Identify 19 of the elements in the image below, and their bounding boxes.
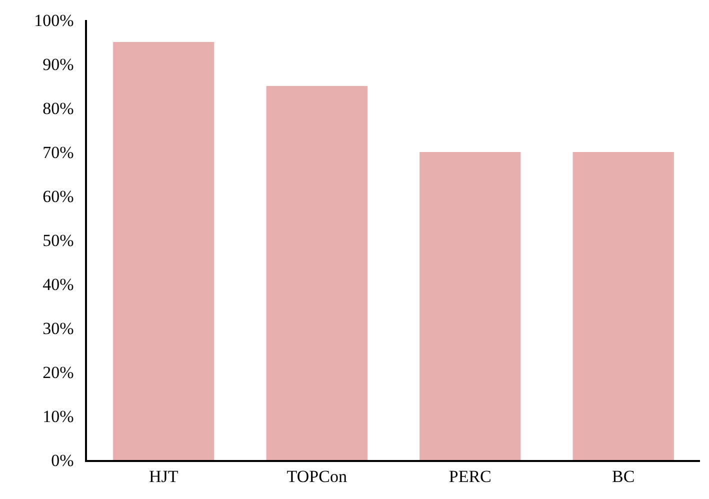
- x-tick-label: PERC: [448, 467, 492, 486]
- y-tick-label: 20%: [42, 362, 74, 382]
- x-tick-label: TOPCon: [286, 467, 348, 486]
- bar: [113, 42, 214, 460]
- y-tick-label: 80%: [42, 98, 74, 118]
- y-tick-label: 0%: [51, 450, 74, 470]
- bar: [266, 86, 368, 460]
- y-tick-label: 30%: [42, 318, 74, 338]
- bar: [572, 152, 674, 460]
- y-tick-label: 60%: [42, 186, 74, 206]
- y-tick-label: 90%: [42, 54, 74, 74]
- x-tick-label: HJT: [148, 467, 179, 486]
- y-tick-label: 70%: [42, 142, 74, 162]
- bar: [420, 152, 521, 460]
- y-tick-label: 40%: [42, 274, 74, 294]
- x-tick-label: BC: [612, 467, 635, 486]
- y-tick-label: 100%: [34, 10, 74, 30]
- y-tick-label: 10%: [42, 406, 74, 426]
- y-tick-label: 50%: [42, 230, 74, 250]
